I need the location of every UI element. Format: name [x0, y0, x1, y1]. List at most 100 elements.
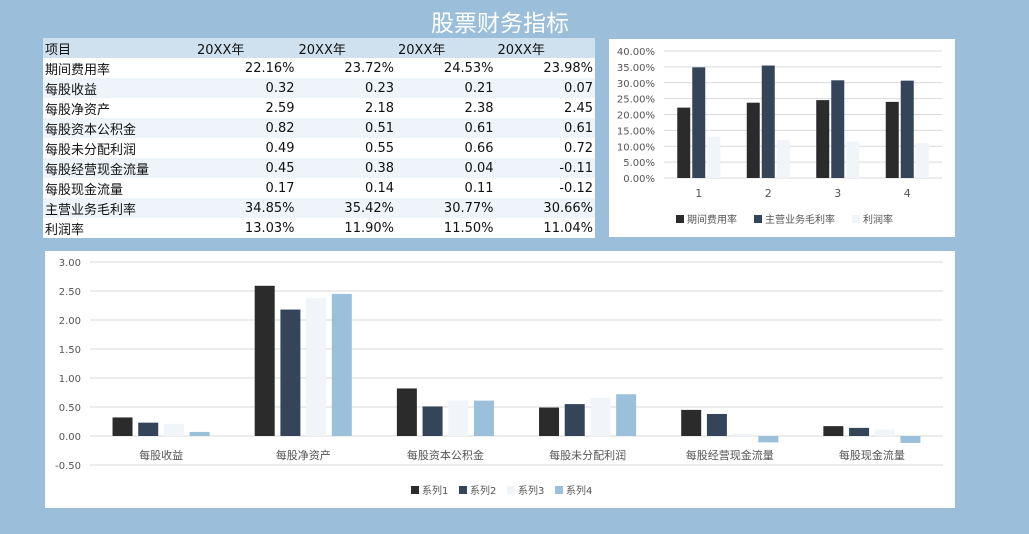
y-tick-label: 3.00: [59, 258, 81, 269]
cell-value: 0.23: [365, 80, 394, 96]
cell-value: 23.72%: [344, 60, 394, 76]
bar-系列3: [448, 400, 469, 436]
cell-value: 2.18: [365, 100, 394, 116]
cell-value: 0.21: [464, 80, 494, 96]
cell-value: 0.49: [265, 140, 295, 156]
bar-系列3: [306, 297, 327, 436]
bar-系列2: [422, 406, 443, 436]
bar-系列2: [280, 309, 301, 436]
y-tick-label: 40.00%: [617, 47, 655, 58]
cell-value: 2.45: [564, 100, 593, 116]
legend-swatch: [754, 215, 762, 223]
y-tick-label: 1.00: [59, 374, 81, 385]
y-tick-label: 0.50: [59, 403, 81, 414]
bar-期间费用率: [885, 101, 899, 178]
cell-value: 0.07: [564, 80, 593, 96]
bar-系列2: [849, 427, 870, 436]
per-share-chart: -0.50 0.00 0.50 1.00 1.50 2.00 2.50 3.00 每股收益 每股净…: [45, 251, 955, 508]
bar-系列3: [163, 423, 184, 436]
table-row: 每股收益 0.32 0.23 0.21 0.07: [43, 78, 595, 98]
y-tick-label: 35.00%: [617, 63, 655, 74]
cell-value: 30.66%: [543, 200, 593, 216]
header-year: 20XX年: [197, 42, 245, 58]
bar-主营业务毛利率: [692, 67, 706, 178]
legend-swatch: [676, 215, 684, 223]
bar-系列2: [138, 422, 159, 436]
bar-系列3: [590, 397, 611, 436]
table-row: 每股现金流量 0.17 0.14 0.11 -0.12: [43, 178, 595, 198]
table-header-row: 项目 20XX年 20XX年 20XX年 20XX年: [43, 38, 595, 58]
legend-swatch: [459, 486, 467, 494]
x-tick-label: 每股现金流量: [839, 448, 905, 462]
legend-label: 系列1: [422, 484, 448, 497]
x-tick-label: 2: [765, 187, 772, 200]
cell-value: 2.59: [265, 100, 295, 116]
legend-swatch: [555, 486, 563, 494]
cell-value: 0.04: [464, 160, 494, 176]
table-row: 利润率 13.03% 11.90% 11.50% 11.04%: [43, 218, 595, 238]
cell-value: 23.98%: [543, 60, 593, 76]
bar-期间费用率: [816, 100, 830, 178]
y-tick-label: 10.00%: [617, 142, 655, 153]
table-row: 每股资本公积金 0.82 0.51 0.61 0.61: [43, 118, 595, 138]
legend-swatch: [852, 215, 860, 223]
cell-value: 0.61: [564, 120, 593, 136]
table-row: 每股未分配利润 0.49 0.55 0.66 0.72: [43, 138, 595, 158]
y-tick-label: 30.00%: [617, 79, 655, 90]
bar-系列4: [900, 436, 921, 443]
bar-主营业务毛利率: [831, 80, 845, 178]
bar-系列4: [758, 436, 779, 443]
bar-主营业务毛利率: [761, 65, 775, 178]
cell-value: 11.50%: [443, 220, 494, 236]
cell-value: 24.53%: [443, 60, 494, 76]
bar-利润率: [707, 136, 721, 178]
cell-value: 0.32: [265, 80, 295, 96]
y-tick-label: 2.00: [59, 316, 81, 327]
y-tick-label: 2.50: [59, 287, 81, 298]
cell-value: 30.77%: [443, 200, 494, 216]
bar-系列3: [874, 429, 895, 436]
cell-value: -0.12: [559, 180, 593, 196]
cell-value: 2.38: [464, 100, 494, 116]
y-tick-label: 0.00: [59, 432, 81, 443]
cell-value: 0.38: [365, 160, 394, 176]
bar-系列2: [564, 404, 585, 436]
table-row: 每股经营现金流量 0.45 0.38 0.04 -0.11: [43, 158, 595, 178]
bar-利润率: [846, 141, 860, 178]
cell-value: 0.45: [265, 160, 295, 176]
legend-label: 主营业务毛利率: [765, 213, 835, 226]
cell-value: 35.42%: [344, 200, 394, 216]
bar-期间费用率: [677, 107, 691, 178]
bar-系列1: [823, 426, 844, 436]
legend-label: 系列4: [566, 484, 592, 497]
cell-value: 0.51: [365, 120, 394, 136]
bar-期间费用率: [746, 102, 760, 178]
bar-系列3: [732, 433, 753, 436]
bar-主营业务毛利率: [900, 80, 914, 178]
x-tick-label: 每股未分配利润: [549, 448, 626, 462]
legend-label: 期间费用率: [687, 213, 737, 226]
row-label: 每股资本公积金: [45, 122, 137, 138]
page-title: 股票财务指标: [431, 11, 569, 37]
x-tick-label: 1: [695, 187, 702, 200]
y-tick-label: 25.00%: [617, 95, 655, 106]
x-tick-label: 每股净资产: [276, 448, 331, 462]
bar-利润率: [915, 142, 929, 178]
header-year: 20XX年: [298, 42, 346, 58]
cell-value: 34.85%: [244, 200, 295, 216]
cell-value: 0.66: [464, 140, 494, 156]
financial-table: 项目 20XX年 20XX年 20XX年 20XX年 期间费用率 22.16% 23…: [43, 38, 595, 238]
row-label: 每股现金流量: [45, 182, 124, 198]
cell-value: 0.14: [365, 180, 394, 196]
legend-label: 系列3: [518, 484, 544, 497]
row-label: 每股收益: [45, 82, 98, 98]
x-tick-label: 4: [904, 187, 911, 200]
bar-系列2: [706, 413, 727, 436]
x-tick-label: 每股经营现金流量: [686, 448, 774, 462]
rate-chart: 0.00% 5.00% 10.00% 15.00% 20.00% 25.00% 30.00%…: [609, 39, 955, 237]
y-tick-label: 1.50: [59, 345, 81, 356]
x-tick-label: 每股资本公积金: [407, 448, 484, 462]
y-tick-label: -0.50: [55, 461, 81, 472]
y-tick-label: 5.00%: [623, 158, 655, 169]
header-year: 20XX年: [497, 42, 545, 58]
